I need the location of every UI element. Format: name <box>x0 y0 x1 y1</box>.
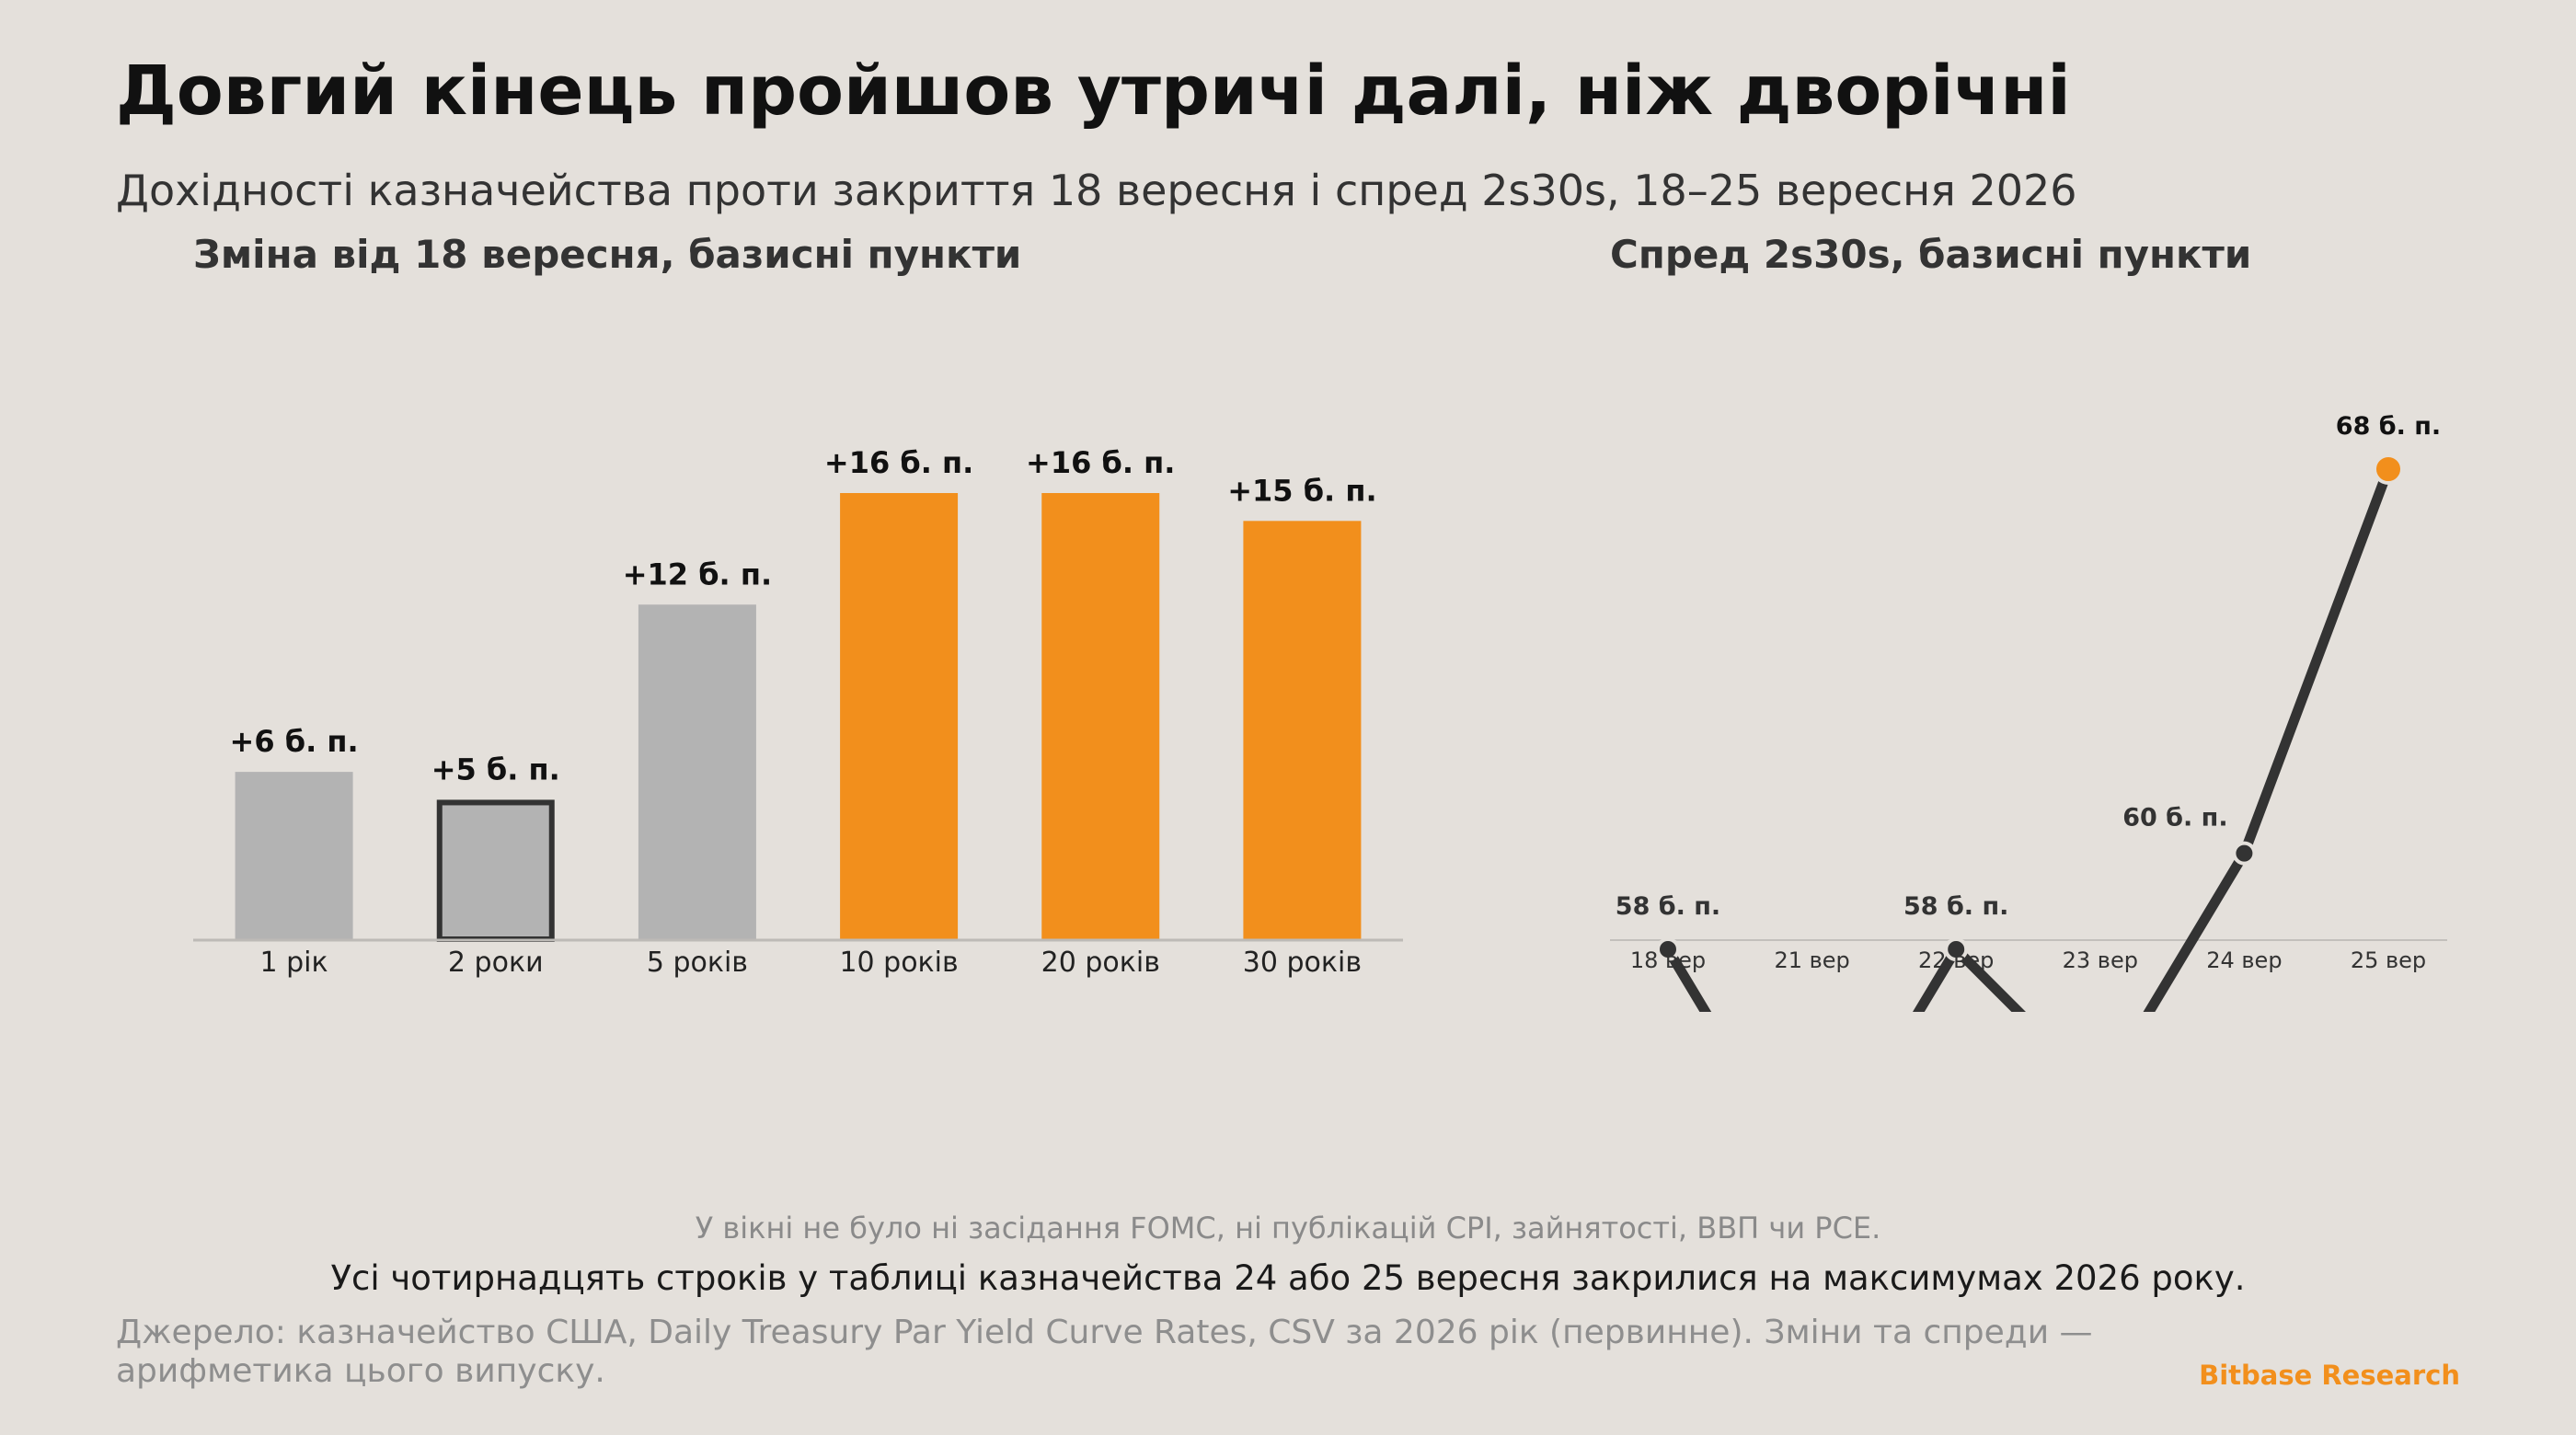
x-tick-label: 24 вер <box>2206 947 2282 973</box>
bar-chart: +6 б. п. 1 рік +5 б. п. 2 роки +12 б. п. 5 ро… <box>193 445 1403 979</box>
line-chart: Тест випуску 22:50 б. п.Мінімум 2026 рок… <box>1610 412 2447 1012</box>
bar-6 <box>1243 521 1362 939</box>
spread-line <box>1662 464 2394 1012</box>
context-note: У вікні не було ні засідання FOMC, ні пу… <box>695 1211 1881 1246</box>
data-point <box>1656 937 1680 961</box>
data-point <box>2232 841 2257 866</box>
bar-value-label: +16 б. п. <box>824 445 973 480</box>
bar-3 <box>638 604 756 939</box>
x-tick-label: 18 вер <box>1630 947 1706 973</box>
line-chart-title: Спред 2s30s, базисні пункти <box>1610 232 2252 277</box>
bar-value-label: +5 б. п. <box>431 752 560 786</box>
x-tick-label: 21 вер <box>1774 947 1849 973</box>
bar-2 <box>436 799 555 942</box>
x-tick-label: 1 рік <box>260 947 328 979</box>
bar-value-label: +12 б. п. <box>623 557 772 591</box>
x-tick-label: 10 років <box>839 947 958 979</box>
bar-value-label: +16 б. п. <box>1026 445 1175 480</box>
source-note: Джерело: казначейство США, Daily Treasur… <box>116 1314 2140 1391</box>
bar-5 <box>1041 493 1160 939</box>
page-subtitle: Дохідності казначейства проти закриття 1… <box>116 166 2077 215</box>
source-line-1: Джерело: казначейство США, Daily Treasur… <box>116 1314 2093 1351</box>
x-tick-label: 23 вер <box>2063 947 2138 973</box>
bar-4 <box>840 493 959 939</box>
key-finding-note: Усі чотирнадцять строків у таблиці казна… <box>330 1258 2246 1298</box>
point-value-label: 68 б. п. <box>2336 412 2441 441</box>
x-tick-label: 22 вер <box>1918 947 1994 973</box>
x-tick-label: 2 роки <box>448 947 544 979</box>
bar-value-label: +6 б. п. <box>230 724 359 759</box>
data-point <box>1944 937 1969 961</box>
page-title: Довгий кінець пройшов утричі далі, ніж д… <box>116 52 2071 131</box>
x-tick-label: 20 років <box>1041 947 1160 979</box>
point-value-label: 60 б. п. <box>2122 804 2227 832</box>
point-value-label: 58 б. п. <box>1903 892 2008 921</box>
x-tick-label: 30 років <box>1243 947 1362 979</box>
bar-1 <box>235 772 353 939</box>
brand-logo: Bitbase Research <box>2199 1360 2460 1391</box>
bar-value-label: +15 б. п. <box>1227 473 1376 508</box>
bar-chart-title: Зміна від 18 вересня, базисні пункти <box>193 232 1022 277</box>
x-tick-label: 5 років <box>647 947 748 979</box>
data-point <box>2373 453 2404 485</box>
point-value-label: 58 б. п. <box>1616 892 1720 921</box>
source-line-2: арифметика цього випуску. <box>116 1352 605 1390</box>
x-tick-label: 25 вер <box>2351 947 2426 973</box>
